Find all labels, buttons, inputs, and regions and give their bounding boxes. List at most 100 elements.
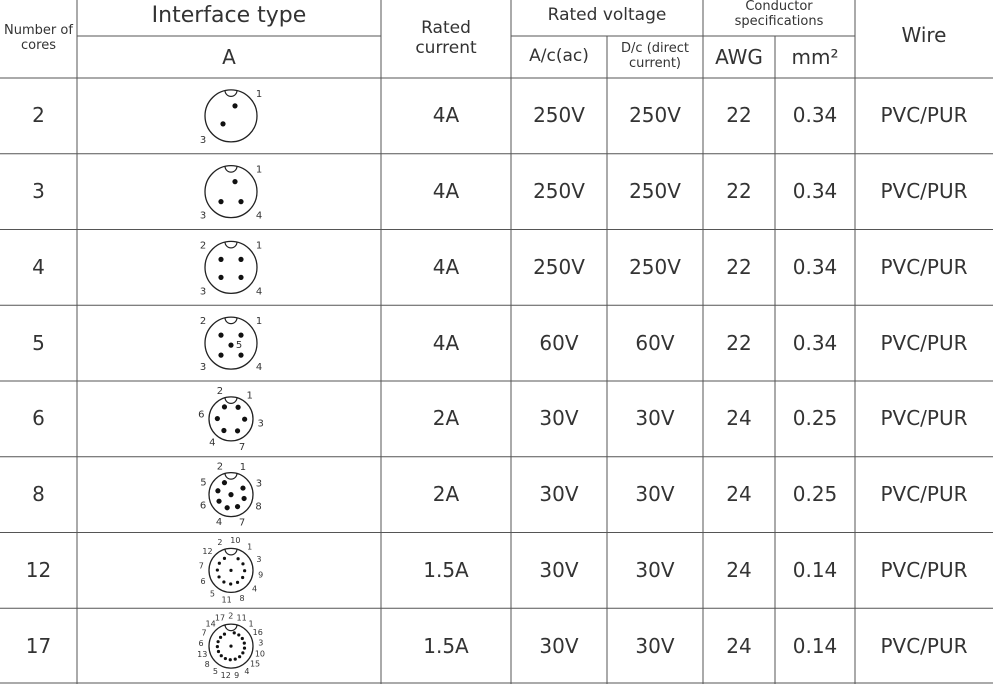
cell-text: 30V	[635, 482, 675, 507]
cell-text: PVC/PUR	[880, 179, 968, 204]
pin	[242, 416, 248, 422]
pin	[216, 498, 222, 504]
cell-text: 60V	[635, 330, 675, 355]
cell: 0.34	[775, 305, 855, 381]
connector-key	[224, 166, 238, 173]
cell-text: PVC/PUR	[880, 254, 968, 279]
cell: 0.25	[775, 381, 855, 457]
pin-label: 15	[250, 660, 260, 669]
header-cell: AWG	[703, 36, 775, 78]
cell: 22	[703, 230, 775, 306]
cell-text: 17	[25, 633, 52, 658]
cell: 1.5A	[381, 608, 511, 684]
cell: 22	[703, 78, 775, 154]
pin	[232, 179, 238, 185]
cell-text: 2A	[432, 406, 460, 431]
header-cell: mm²	[775, 36, 855, 78]
pin-label: 5	[213, 667, 218, 676]
pin	[241, 651, 245, 655]
cell: 4A	[381, 230, 511, 306]
pin	[229, 644, 233, 648]
cell: 8	[0, 457, 77, 533]
pin-label: 2	[228, 612, 233, 621]
pin	[236, 557, 240, 561]
pin-label: 7	[239, 518, 245, 529]
pin-label: 3	[200, 211, 206, 222]
pin-label: 8	[255, 502, 261, 513]
cell: 4A	[381, 78, 511, 154]
cell: 30V	[511, 608, 607, 684]
header-cell-text: Rated voltage	[547, 5, 667, 26]
cell-text: 60V	[539, 330, 579, 355]
cell: 60V	[511, 305, 607, 381]
pin	[228, 492, 234, 498]
pin-label: 3	[258, 639, 263, 648]
pin-label: 2	[217, 386, 223, 397]
cell-text: 30V	[539, 406, 579, 431]
pin	[218, 199, 224, 205]
pin	[218, 352, 224, 358]
pin-label: 11	[237, 614, 247, 623]
cell: 22	[703, 305, 775, 381]
cell: 24	[703, 381, 775, 457]
pin-label: 1	[256, 89, 262, 100]
pin-label: 9	[234, 671, 239, 680]
header-cell-text: A	[222, 44, 236, 69]
header-cell: A	[77, 36, 381, 78]
pin-label: 1	[256, 165, 262, 176]
pin-label: 6	[198, 409, 204, 420]
header-cell: A/c(ac)	[511, 36, 607, 78]
pin	[219, 654, 223, 658]
cell-text: 24	[726, 633, 752, 658]
header-cell: Wire	[855, 0, 993, 70]
pin	[214, 415, 220, 422]
pin	[217, 575, 221, 579]
pin	[215, 568, 219, 572]
cell-text: 4A	[432, 179, 460, 204]
cell: 17	[0, 608, 77, 684]
pin	[241, 495, 247, 502]
cell-text: 30V	[635, 406, 675, 431]
connector-key	[224, 548, 238, 556]
pin	[240, 636, 244, 641]
pin-label: 4	[244, 667, 249, 676]
cell-text: 6	[32, 406, 45, 431]
cell: 0.14	[775, 608, 855, 684]
pin-label: 7	[239, 442, 245, 453]
connector-key	[224, 317, 238, 325]
cell-text: 250V	[629, 103, 681, 128]
pin	[238, 332, 244, 338]
cell: PVC/PUR	[855, 154, 993, 230]
cell-text: PVC/PUR	[880, 406, 968, 431]
cell-text: PVC/PUR	[880, 482, 968, 507]
connector-key	[224, 397, 238, 404]
cell-text: 30V	[539, 482, 579, 507]
pin	[222, 632, 227, 636]
pin	[234, 503, 241, 510]
pin	[232, 103, 238, 109]
cell: 4A	[381, 154, 511, 230]
cell: 0.34	[775, 230, 855, 306]
cell-text: 30V	[635, 633, 675, 658]
cell: 12	[0, 533, 77, 609]
pin	[221, 404, 228, 410]
pin-label: 3	[200, 135, 206, 146]
pin	[232, 631, 236, 635]
cell-text: 250V	[533, 254, 585, 279]
pin-label: 14	[206, 620, 216, 629]
cell: 22	[703, 154, 775, 230]
pin	[235, 580, 240, 584]
cell: 30V	[511, 533, 607, 609]
pin-label: 6	[200, 501, 206, 512]
cell: 250V	[511, 154, 607, 230]
cell: PVC/PUR	[855, 533, 993, 609]
pin-label: 10	[255, 650, 265, 659]
cell: 250V	[511, 78, 607, 154]
pin-label: 1	[256, 240, 262, 251]
pin-label: 12	[221, 671, 231, 680]
pin-label: 11	[222, 596, 232, 605]
pin	[222, 556, 227, 561]
cell-text: 30V	[635, 557, 675, 582]
header-cell-text: Interface type	[151, 3, 307, 29]
